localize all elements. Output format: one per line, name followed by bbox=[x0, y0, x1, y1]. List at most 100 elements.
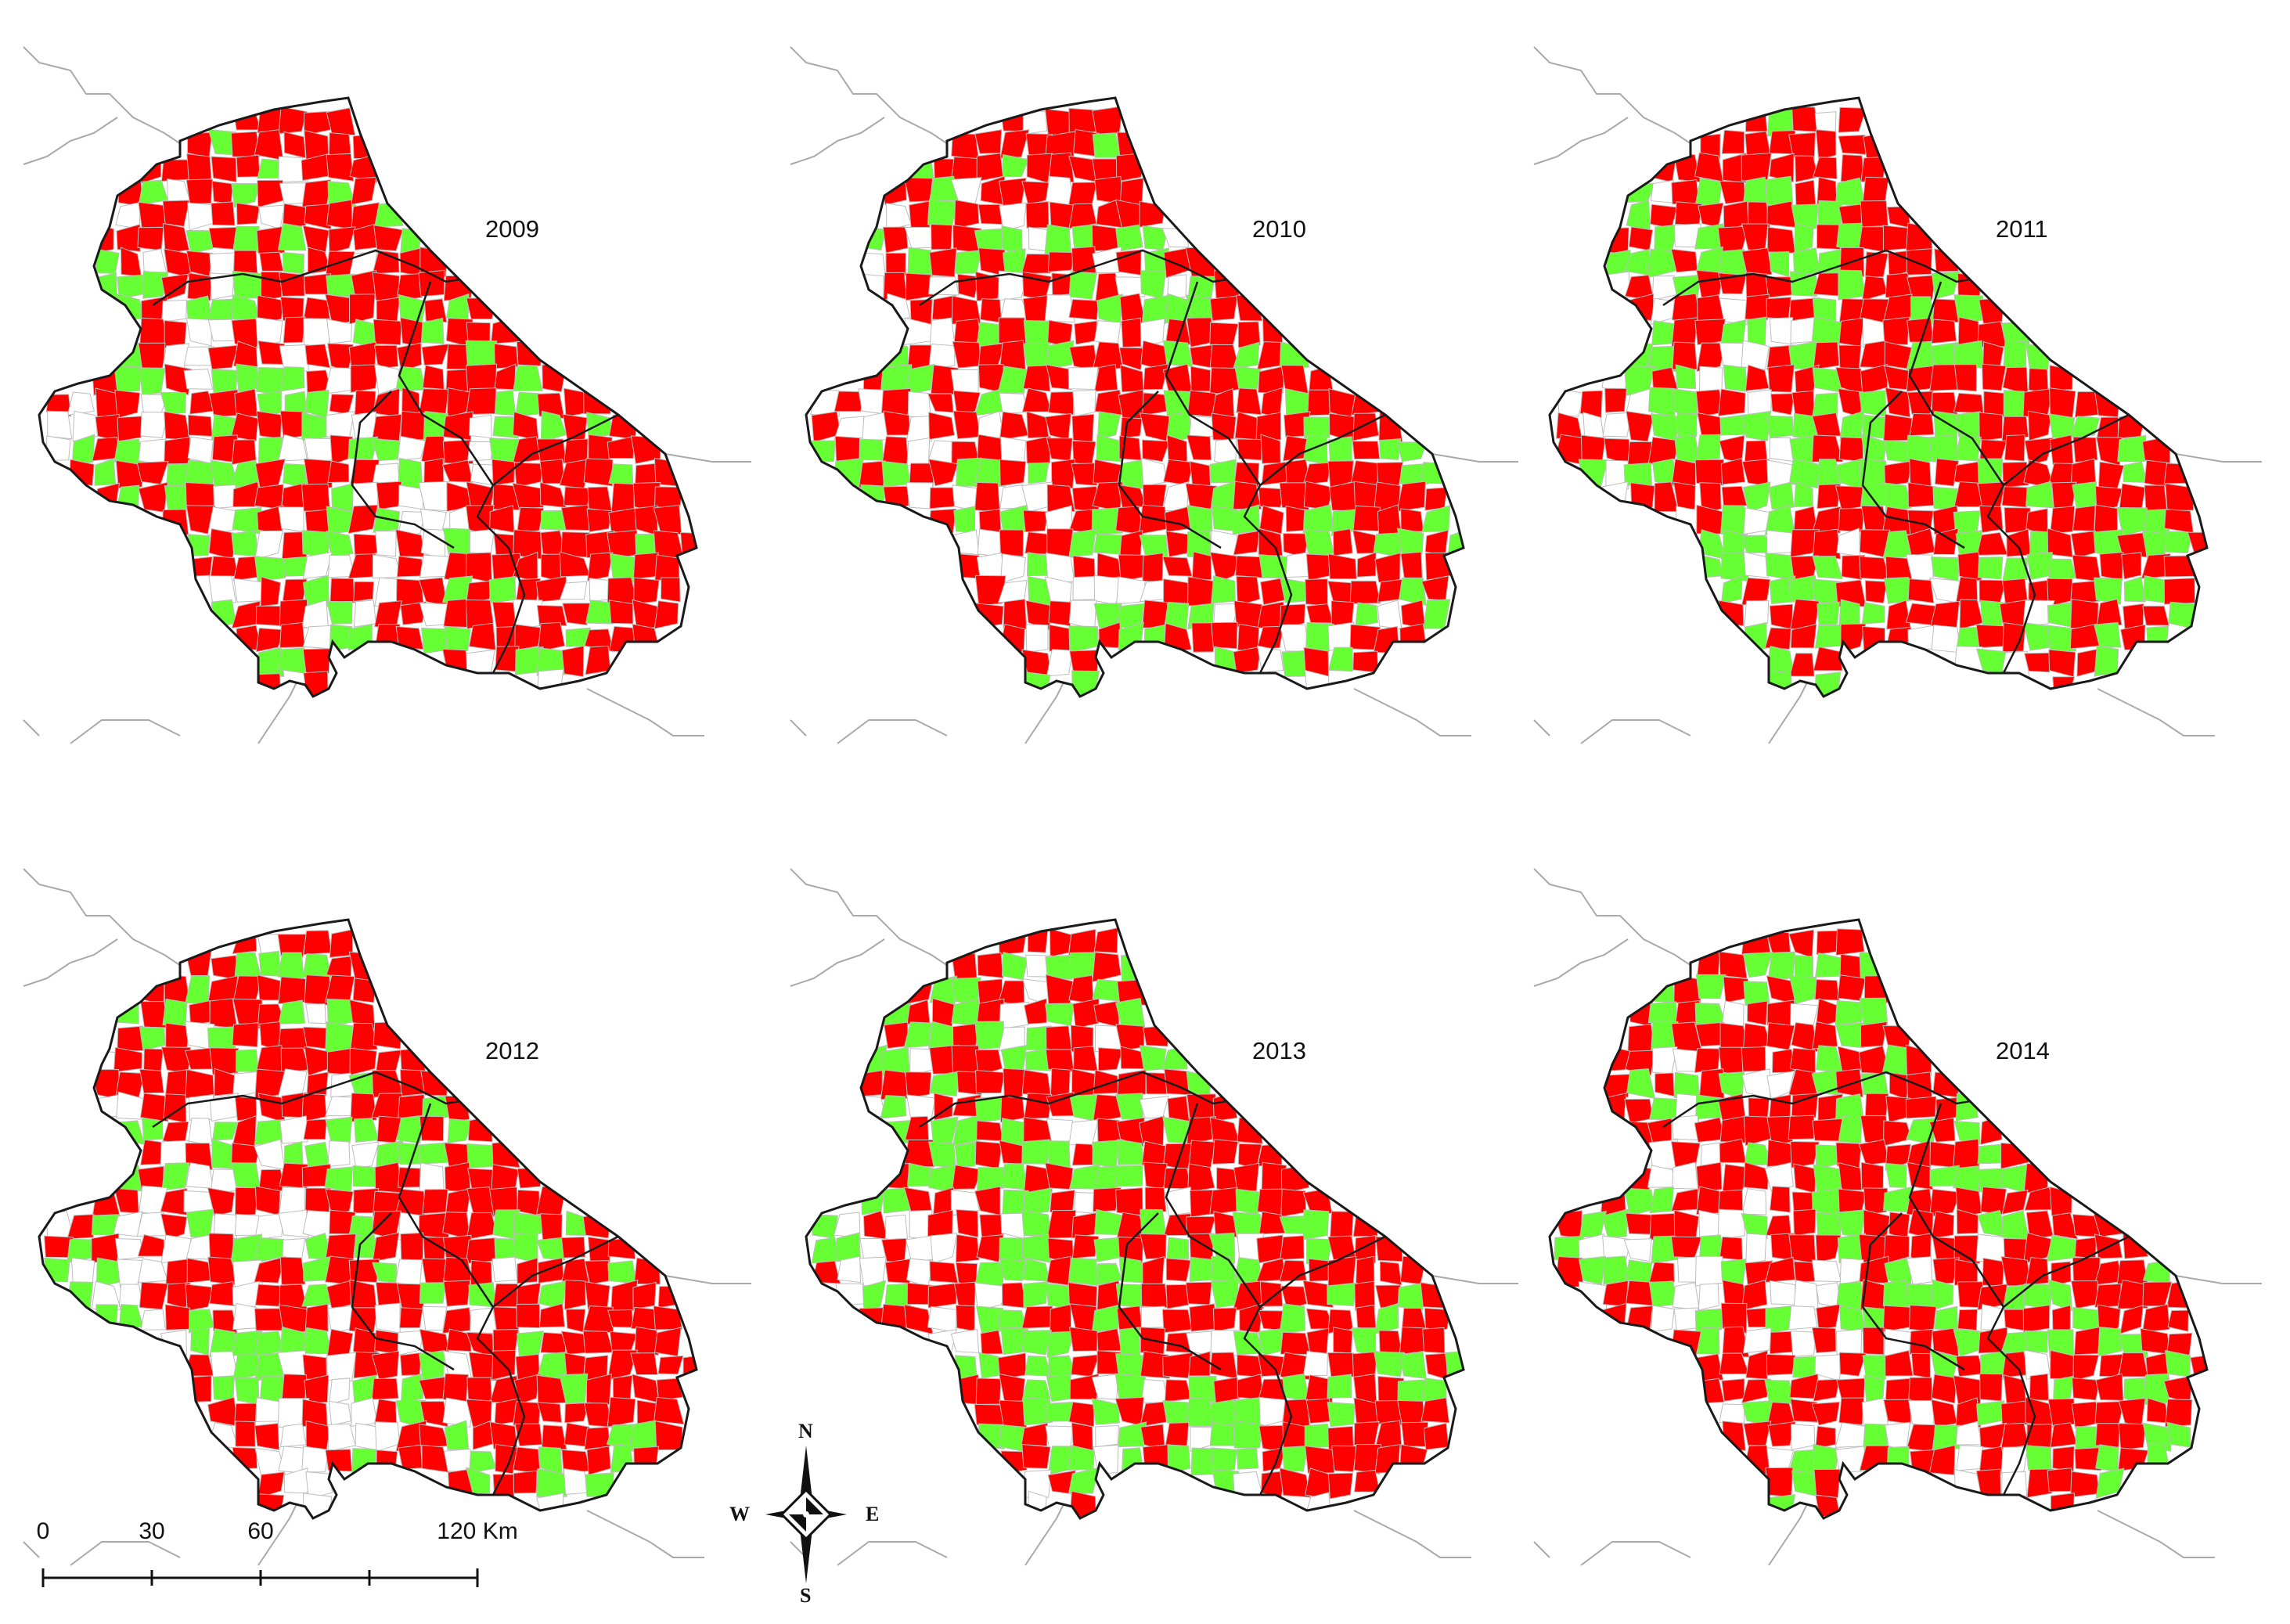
municipality-cell bbox=[2163, 578, 2196, 605]
municipality-cell bbox=[283, 131, 307, 159]
municipality-cell bbox=[955, 1233, 980, 1263]
municipality-cell bbox=[2047, 1279, 2073, 1312]
municipality-cell bbox=[999, 1001, 1029, 1030]
municipality-cell bbox=[1858, 226, 1889, 253]
municipality-cell bbox=[1764, 1380, 1794, 1405]
municipality-cell bbox=[278, 106, 308, 135]
municipality-cell bbox=[1953, 364, 1977, 392]
municipality-cell bbox=[999, 1140, 1026, 1165]
municipality-cell bbox=[1256, 1234, 1284, 1264]
municipality-cell bbox=[395, 272, 425, 301]
municipality-cell bbox=[1742, 481, 1771, 513]
municipality-cell bbox=[1071, 1234, 1100, 1259]
municipality-cell bbox=[420, 317, 445, 344]
municipality-cell bbox=[231, 182, 261, 208]
municipality-cell bbox=[161, 1162, 190, 1191]
municipality-cell bbox=[884, 1021, 909, 1050]
municipality-cell bbox=[164, 411, 191, 441]
municipality-cell bbox=[326, 273, 356, 298]
municipality-cell bbox=[1930, 1279, 1954, 1312]
municipality-cell bbox=[607, 1396, 636, 1428]
municipality-cell bbox=[1700, 1142, 1723, 1169]
municipality-cell bbox=[372, 1232, 400, 1262]
municipality-cell bbox=[1836, 222, 1863, 251]
municipality-cell bbox=[583, 458, 614, 487]
municipality-cell bbox=[376, 481, 402, 510]
municipality-cell bbox=[609, 600, 634, 625]
municipality-cell bbox=[584, 1426, 611, 1450]
municipality-cell bbox=[304, 344, 331, 369]
municipality-cell bbox=[974, 574, 1006, 607]
municipality-cell bbox=[1167, 1444, 1191, 1475]
municipality-cell bbox=[160, 391, 186, 415]
municipality-cell bbox=[2049, 365, 2074, 391]
municipality-cell bbox=[1934, 1305, 1958, 1331]
municipality-cell bbox=[1578, 1281, 1608, 1311]
municipality-cell bbox=[115, 459, 145, 489]
municipality-cell bbox=[1167, 1095, 1190, 1122]
municipality-cell bbox=[536, 1402, 563, 1423]
municipality-cell bbox=[1305, 578, 1328, 607]
municipality-cell bbox=[1191, 551, 1212, 581]
neighbour-boundary-line bbox=[23, 938, 118, 987]
municipality-cell bbox=[1397, 1379, 1428, 1404]
municipality-cell bbox=[950, 553, 981, 579]
municipality-cell bbox=[2117, 434, 2147, 463]
municipality-cell bbox=[1233, 1396, 1263, 1425]
municipality-cell bbox=[260, 576, 282, 607]
municipality-cell bbox=[881, 436, 909, 466]
municipality-cell bbox=[372, 272, 400, 301]
municipality-cell bbox=[207, 1187, 236, 1217]
municipality-cell bbox=[1021, 1422, 1049, 1447]
municipality-cell bbox=[491, 1140, 520, 1168]
municipality-cell bbox=[139, 1068, 164, 1094]
municipality-cell bbox=[1046, 649, 1074, 677]
municipality-cell bbox=[1212, 1307, 1237, 1333]
municipality-cell bbox=[1279, 1467, 1311, 1498]
municipality-cell bbox=[279, 621, 306, 648]
municipality-cell bbox=[1280, 577, 1309, 603]
municipality-cell bbox=[2049, 1186, 2072, 1216]
municipality-cell bbox=[1092, 952, 1122, 983]
municipality-cell bbox=[113, 1046, 142, 1073]
municipality-cell bbox=[1072, 576, 1096, 601]
municipality-cell bbox=[1864, 580, 1888, 604]
municipality-cell bbox=[953, 199, 980, 230]
municipality-cell bbox=[1745, 1233, 1767, 1265]
municipality-cell bbox=[1001, 1282, 1028, 1309]
municipality-cell bbox=[1021, 1305, 1053, 1329]
municipality-cell bbox=[2027, 410, 2052, 441]
municipality-cell bbox=[608, 411, 639, 440]
municipality-cell bbox=[540, 1332, 567, 1354]
municipality-cell bbox=[492, 1209, 520, 1240]
municipality-cell bbox=[1115, 224, 1143, 252]
municipality-cell bbox=[1908, 1305, 1937, 1332]
municipality-cell bbox=[2144, 484, 2168, 513]
municipality-cell bbox=[160, 273, 189, 301]
municipality-cell bbox=[230, 412, 259, 442]
municipality-cell bbox=[283, 556, 308, 577]
municipality-cell bbox=[1694, 177, 1723, 207]
municipality-cell bbox=[1812, 157, 1838, 180]
municipality-cell bbox=[118, 1284, 142, 1307]
municipality-cell bbox=[1905, 1283, 1936, 1309]
municipality-cell bbox=[1258, 1397, 1287, 1428]
municipality-cell bbox=[211, 180, 234, 205]
municipality-cell bbox=[1068, 1467, 1100, 1494]
municipality-cell bbox=[1882, 316, 1910, 346]
municipality-cell bbox=[1654, 1072, 1675, 1097]
municipality-cell bbox=[1233, 481, 1262, 510]
municipality-cell bbox=[952, 1165, 983, 1190]
municipality-cell bbox=[1812, 506, 1842, 534]
municipality-cell bbox=[880, 1163, 909, 1190]
municipality-cell bbox=[2003, 1237, 2029, 1264]
municipality-cell bbox=[883, 410, 912, 436]
municipality-cell bbox=[1305, 1445, 1335, 1475]
region-outline bbox=[805, 918, 1465, 1520]
municipality-cell bbox=[304, 438, 333, 463]
municipality-cell bbox=[1068, 182, 1098, 207]
municipality-cell bbox=[1863, 1187, 1889, 1215]
municipality-cell bbox=[1811, 1401, 1841, 1426]
municipality-cell bbox=[2001, 1190, 2029, 1215]
municipality-cell bbox=[1190, 365, 1212, 392]
